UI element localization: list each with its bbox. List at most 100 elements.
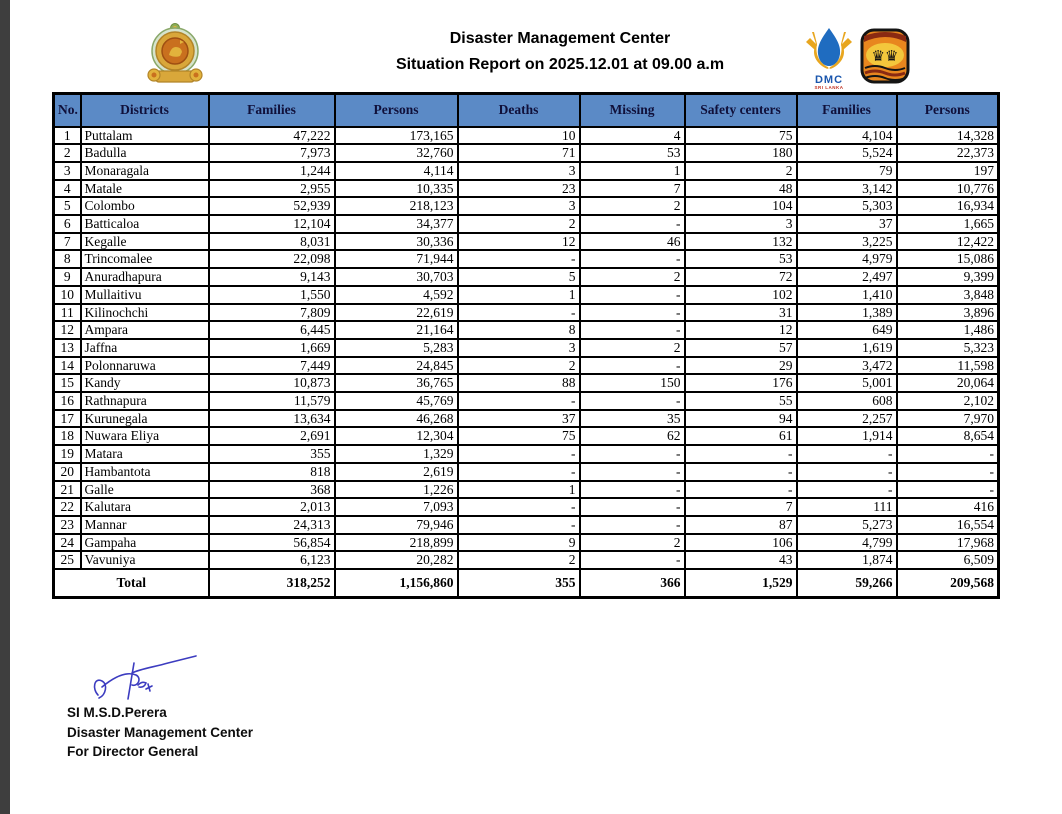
table-row: 2 Badulla 7,973 32,760 71 53 180 5,524 22,373 bbox=[52, 143, 1000, 163]
value-cell: 3 bbox=[456, 196, 581, 216]
value-cell: 1,914 bbox=[795, 426, 898, 447]
district-name: Hambantota bbox=[79, 461, 210, 482]
row-number: 23 bbox=[52, 514, 82, 535]
value-cell: 3 bbox=[683, 214, 798, 234]
value-cell: - bbox=[578, 479, 686, 500]
value-cell: 104 bbox=[683, 196, 798, 216]
value-cell: 46,268 bbox=[333, 408, 459, 429]
row-number: 24 bbox=[52, 532, 82, 553]
table-row: 13 Jaffna 1,669 5,283 3 2 57 1,619 5,323 bbox=[52, 337, 1000, 358]
value-cell: 4,979 bbox=[795, 249, 898, 270]
row-number: 3 bbox=[52, 160, 82, 181]
value-cell: 7 bbox=[578, 178, 686, 199]
value-cell: 180 bbox=[683, 143, 798, 163]
dmc-hands-drop-icon bbox=[806, 28, 852, 69]
row-number: 2 bbox=[52, 143, 82, 163]
value-cell: 218,123 bbox=[333, 196, 459, 216]
value-cell: 5,001 bbox=[795, 373, 898, 394]
table-row: 25 Vavuniya 6,123 20,282 2-43 1,874 6,509 bbox=[52, 550, 1000, 571]
district-name: Badulla bbox=[79, 143, 210, 163]
value-cell: - bbox=[795, 461, 898, 482]
value-cell: 3,142 bbox=[795, 178, 898, 199]
value-cell: - bbox=[578, 214, 686, 234]
value-cell: 2,497 bbox=[795, 267, 898, 287]
value-cell: 2 bbox=[683, 160, 798, 181]
value-cell: 20,282 bbox=[333, 550, 459, 571]
district-name: Trincomalee bbox=[79, 249, 210, 270]
table-row: 11 Kilinochchi 7,809 22,619- -31 1,389 3,896 bbox=[52, 302, 1000, 323]
table-row: 24 Gampaha 56,854 218,899 9 2 106 4,799 17,968 bbox=[52, 532, 1000, 553]
value-cell: - bbox=[456, 391, 581, 411]
value-cell: 8 bbox=[456, 320, 581, 340]
row-number: 12 bbox=[52, 320, 82, 340]
value-cell: 7 bbox=[683, 497, 798, 517]
value-cell: 355 bbox=[207, 444, 336, 464]
value-cell: - bbox=[578, 461, 686, 482]
value-cell: - bbox=[456, 514, 581, 535]
value-cell: 1,244 bbox=[207, 160, 336, 181]
value-cell: - bbox=[456, 444, 581, 464]
value-cell: 3,848 bbox=[895, 284, 1000, 305]
column-header: Districts bbox=[79, 92, 210, 128]
district-name: Nuwara Eliya bbox=[79, 426, 210, 447]
value-cell: 7,809 bbox=[207, 302, 336, 323]
table-row: 12 Ampara 6,445 21,164 8-12 649 1,486 bbox=[52, 320, 1000, 340]
district-name: Kalutara bbox=[79, 497, 210, 517]
total-row: Total 318,252 1,156,860 355 366 1,529 59… bbox=[52, 568, 1000, 599]
value-cell: 3,472 bbox=[795, 355, 898, 376]
value-cell: 102 bbox=[683, 284, 798, 305]
table-row: 1 Puttalam 47,222 173,165 10 4 75 4,104 14,328 bbox=[52, 125, 1000, 146]
value-cell: 132 bbox=[683, 231, 798, 252]
value-cell: 48 bbox=[683, 178, 798, 199]
value-cell: 2 bbox=[456, 355, 581, 376]
value-cell: 55 bbox=[683, 391, 798, 411]
column-header: Persons bbox=[895, 92, 1000, 128]
row-number: 14 bbox=[52, 355, 82, 376]
value-cell: - bbox=[578, 391, 686, 411]
row-number: 7 bbox=[52, 231, 82, 252]
value-cell: 2,619 bbox=[333, 461, 459, 482]
value-cell: 218,899 bbox=[333, 532, 459, 553]
value-cell: - bbox=[578, 514, 686, 535]
table-row: 19 Matara 355 1,329- - - - - bbox=[52, 444, 1000, 464]
table-row: 8 Trincomalee 22,098 71,944- -53 4,979 15,086 bbox=[52, 249, 1000, 270]
value-cell: - bbox=[456, 497, 581, 517]
value-cell: 71 bbox=[456, 143, 581, 163]
value-cell: 53 bbox=[578, 143, 686, 163]
value-cell: 5,273 bbox=[795, 514, 898, 535]
total-sc-families: 59,266 bbox=[795, 568, 898, 599]
value-cell: 75 bbox=[456, 426, 581, 447]
value-cell: 10,776 bbox=[895, 178, 1000, 199]
row-number: 16 bbox=[52, 391, 82, 411]
value-cell: - bbox=[578, 355, 686, 376]
value-cell: 34,377 bbox=[333, 214, 459, 234]
total-deaths: 355 bbox=[456, 568, 581, 599]
value-cell: 106 bbox=[683, 532, 798, 553]
value-cell: 22,373 bbox=[895, 143, 1000, 163]
value-cell: 35 bbox=[578, 408, 686, 429]
value-cell: 43 bbox=[683, 550, 798, 571]
value-cell: 61 bbox=[683, 426, 798, 447]
table-row: 4 Matale 2,955 10,335 23 7 48 3,142 10,776 bbox=[52, 178, 1000, 199]
value-cell: 4,799 bbox=[795, 532, 898, 553]
value-cell: - bbox=[895, 444, 1000, 464]
value-cell: - bbox=[683, 461, 798, 482]
value-cell: 6,445 bbox=[207, 320, 336, 340]
value-cell: - bbox=[578, 302, 686, 323]
value-cell: 8,031 bbox=[207, 231, 336, 252]
value-cell: 45,769 bbox=[333, 391, 459, 411]
value-cell: 20,064 bbox=[895, 373, 1000, 394]
table-row: 5 Colombo 52,939 218,123 3 2 104 5,303 16,934 bbox=[52, 196, 1000, 216]
value-cell: 150 bbox=[578, 373, 686, 394]
value-cell: 8,654 bbox=[895, 426, 1000, 447]
value-cell: 72 bbox=[683, 267, 798, 287]
value-cell: 6,123 bbox=[207, 550, 336, 571]
value-cell: - bbox=[578, 284, 686, 305]
value-cell: 9,143 bbox=[207, 267, 336, 287]
district-name: Mullaitivu bbox=[79, 284, 210, 305]
value-cell: 2,102 bbox=[895, 391, 1000, 411]
value-cell: 52,939 bbox=[207, 196, 336, 216]
value-cell: 9 bbox=[456, 532, 581, 553]
value-cell: 12 bbox=[683, 320, 798, 340]
value-cell: 1,619 bbox=[795, 337, 898, 358]
